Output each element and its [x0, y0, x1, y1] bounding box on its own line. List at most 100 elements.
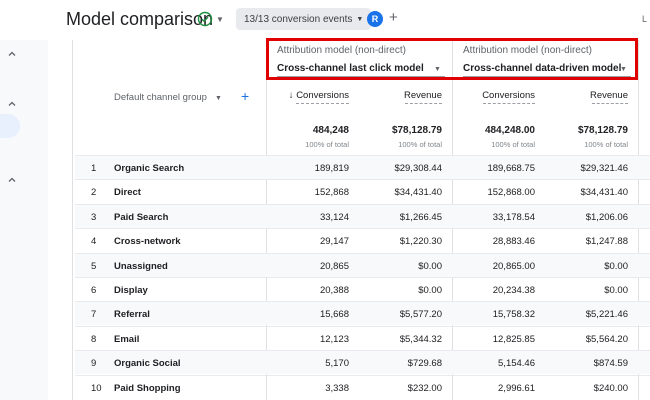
select-underline [463, 76, 631, 77]
total-conversions-left: 484,248 [312, 125, 349, 136]
chevron-up-icon[interactable] [0, 92, 24, 116]
metric-cell-r2: $0.00 [604, 260, 628, 272]
header-underline [405, 103, 442, 104]
check-circle-icon[interactable] [197, 11, 213, 27]
conversion-events-dropdown[interactable]: 13/13 conversion events ▼ [236, 8, 372, 30]
metric-cell-r2: $1,206.06 [585, 211, 628, 223]
table-row[interactable]: 6 Display 20,388 $0.00 20,234.38 $0.00 [75, 277, 650, 301]
total-revenue-right: $78,128.79 [577, 125, 628, 136]
add-dimension-plus-icon[interactable]: + [241, 88, 250, 104]
row-index: 4 [91, 236, 97, 248]
metric-cell-c1: 189,819 [314, 163, 349, 174]
caret-down-icon[interactable]: ▼ [620, 66, 627, 73]
total-percent-left-conv: 100% of total [305, 140, 349, 149]
total-percent-left-rev: 100% of total [398, 140, 442, 149]
caret-down-icon[interactable]: ▼ [215, 95, 222, 102]
row-index: 10 [91, 382, 102, 394]
rail-selected-indicator [0, 114, 20, 138]
channel-name[interactable]: Organic Search [114, 163, 185, 174]
metric-cell-c1: 12,123 [319, 333, 349, 345]
add-comparison-plus-icon[interactable]: + [389, 9, 398, 26]
metric-cell-r1: $34,431.40 [394, 187, 442, 199]
metric-cell-c1: 29,147 [319, 236, 349, 248]
clipped-header-text: L [642, 14, 648, 24]
metric-cell-r1: $5,344.32 [399, 333, 442, 345]
metric-cell-r2: $1,247.88 [585, 236, 628, 248]
right-attribution-select[interactable]: Cross-channel data-driven model [463, 63, 622, 74]
row-index: 1 [91, 163, 97, 174]
metric-cell-r1: $232.00 [407, 382, 442, 394]
metric-cell-r2: $0.00 [604, 285, 628, 296]
header-underline [296, 103, 349, 104]
metric-header-revenue-left[interactable]: Revenue [403, 90, 442, 101]
metric-cell-c2: 5,154.46 [498, 358, 535, 370]
metric-cell-c2: 15,758.32 [492, 309, 535, 321]
sort-down-arrow-icon: ↓ [288, 90, 294, 101]
page-title: Model comparison [66, 9, 214, 29]
metric-cell-c2: 152,868.00 [487, 187, 535, 199]
metric-cell-r2: $29,321.46 [580, 163, 628, 174]
table-row[interactable]: 8 Email 12,123 $5,344.32 12,825.85 $5,564.20 [75, 325, 650, 350]
table-row[interactable]: 4 Cross-network 29,147 $1,220.30 28,883.46 $1… [75, 228, 650, 252]
metric-cell-r2: $240.00 [593, 382, 628, 394]
metric-cell-c1: 3,338 [325, 382, 349, 394]
row-index: 6 [91, 285, 97, 296]
metric-cell-r1: $0.00 [418, 260, 442, 272]
channel-name[interactable]: Paid Search [114, 211, 169, 223]
table-row[interactable]: 1 Organic Search 189,819 $29,308.44 189,668.… [75, 155, 650, 179]
page-header: Model comparison ▼ 13/13 conversion even… [0, 0, 650, 40]
metric-cell-c2: 189,668.75 [487, 163, 535, 174]
left-attribution-label: Attribution model (non-direct) [277, 45, 406, 56]
channel-name[interactable]: Organic Social [114, 358, 181, 370]
left-rail [0, 40, 48, 400]
channel-name[interactable]: Display [114, 285, 148, 296]
channel-name[interactable]: Email [114, 333, 140, 345]
metric-cell-c1: 152,868 [314, 187, 349, 199]
channel-name[interactable]: Direct [114, 187, 141, 199]
caret-down-icon: ▼ [356, 15, 364, 23]
metric-cell-r2: $5,221.46 [585, 309, 628, 321]
metric-header-conversions-left[interactable]: ↓ Conversions [288, 90, 349, 101]
dimension-header[interactable]: Default channel group [114, 92, 207, 103]
table-row[interactable]: 7 Referral 15,668 $5,577.20 15,758.32 $5,221.… [75, 301, 650, 326]
table-row[interactable]: 10 Paid Shopping 3,338 $232.00 2,996.61 $240.… [75, 374, 650, 399]
channel-name[interactable]: Referral [114, 309, 150, 321]
row-index: 2 [91, 187, 97, 199]
table-row[interactable]: 3 Paid Search 33,124 $1,266.45 33,178.54 $1,2… [75, 203, 650, 228]
metric-cell-c2: 20,234.38 [492, 285, 535, 296]
row-index: 7 [91, 309, 97, 321]
total-conversions-right: 484,248.00 [484, 125, 535, 136]
metric-header-conversions-right[interactable]: Conversions [482, 90, 535, 101]
left-attribution-select[interactable]: Cross-channel last click model [277, 63, 424, 74]
total-percent-right-rev: 100% of total [584, 140, 628, 149]
channel-name[interactable]: Unassigned [114, 260, 168, 272]
row-index: 8 [91, 333, 97, 345]
metric-cell-c1: 5,170 [325, 358, 349, 370]
caret-down-icon[interactable]: ▼ [434, 66, 441, 73]
chevron-up-icon[interactable] [0, 42, 24, 66]
avatar[interactable]: R [367, 11, 383, 27]
metric-cell-c2: 20,865.00 [492, 260, 535, 272]
table-row[interactable]: 2 Direct 152,868 $34,431.40 152,868.00 $34,43… [75, 179, 650, 203]
metric-cell-c2: 12,825.85 [492, 333, 535, 345]
metric-cell-r2: $34,431.40 [580, 187, 628, 199]
metric-cell-r2: $5,564.20 [585, 333, 628, 345]
metric-cell-c1: 15,668 [319, 309, 349, 321]
caret-down-icon[interactable]: ▼ [216, 15, 224, 24]
metric-cell-r1: $5,577.20 [399, 309, 442, 321]
header-underline [483, 103, 535, 104]
metric-cell-c1: 33,124 [319, 211, 349, 223]
chevron-up-icon[interactable] [0, 168, 24, 192]
metric-cell-c2: 28,883.46 [492, 236, 535, 248]
metric-header-revenue-right[interactable]: Revenue [589, 90, 628, 101]
select-underline [277, 76, 445, 77]
row-index: 5 [91, 260, 97, 272]
channel-name[interactable]: Cross-network [114, 236, 181, 248]
total-revenue-left: $78,128.79 [391, 125, 442, 136]
metric-cell-r1: $729.68 [407, 358, 442, 370]
row-index: 3 [91, 211, 97, 223]
channel-name[interactable]: Paid Shopping [114, 382, 181, 394]
table-row[interactable]: 9 Organic Social 5,170 $729.68 5,154.46 $874.… [75, 350, 650, 375]
metric-cell-r1: $1,220.30 [399, 236, 442, 248]
table-row[interactable]: 5 Unassigned 20,865 $0.00 20,865.00 $0.00 [75, 252, 650, 277]
